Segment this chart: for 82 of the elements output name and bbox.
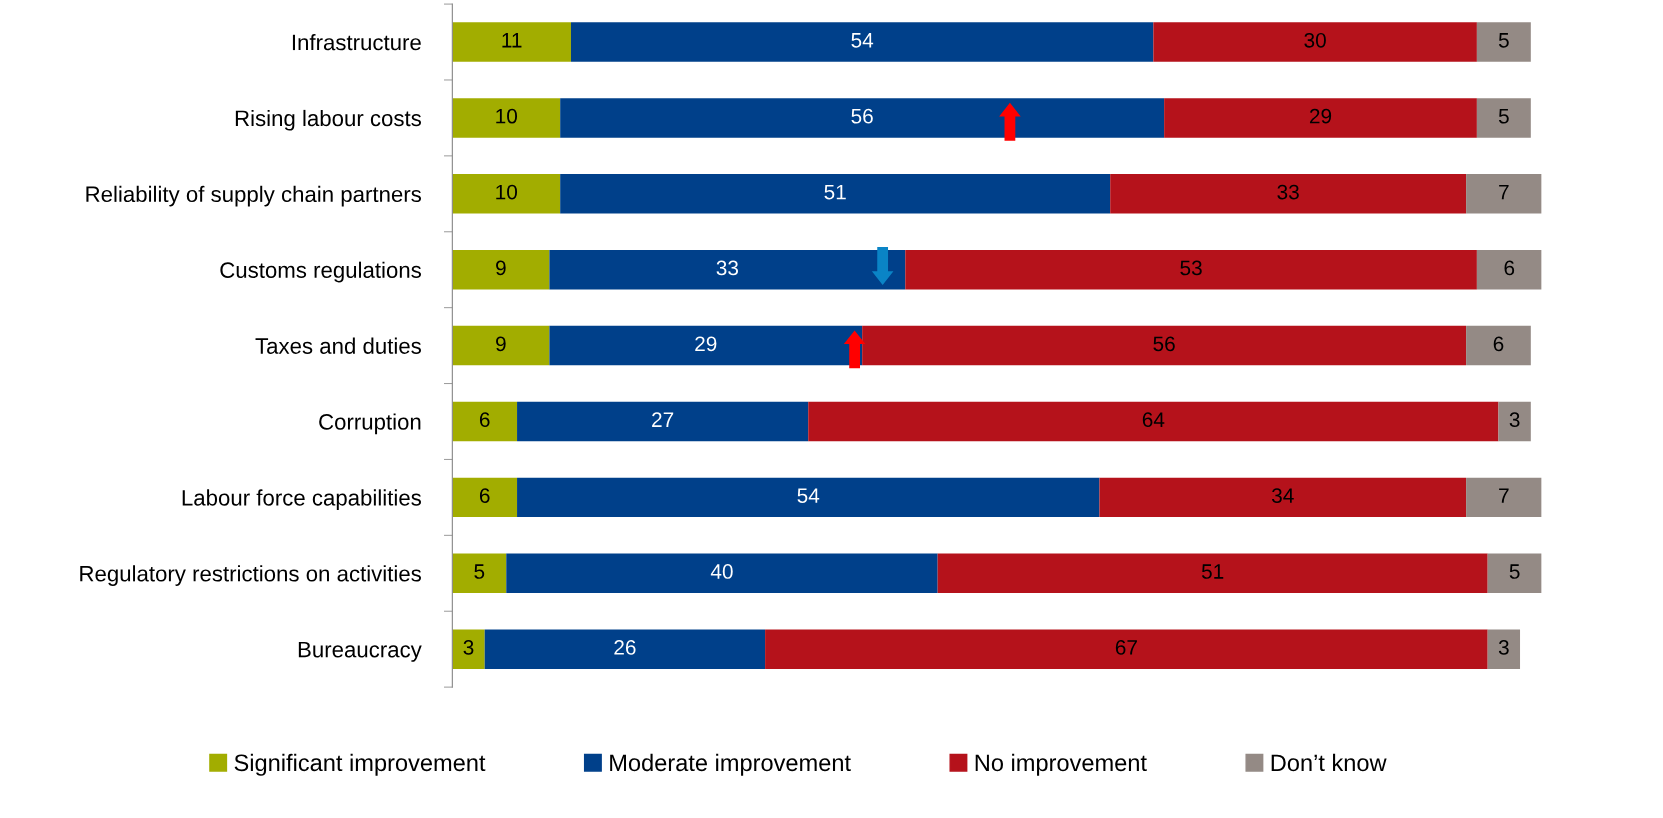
- data-label: 33: [716, 260, 739, 276]
- bar: [560, 174, 1111, 214]
- data-label: 6: [479, 488, 490, 503]
- bar: [765, 629, 1488, 669]
- bar: [1487, 629, 1521, 669]
- data-label: 34: [1271, 488, 1294, 503]
- bar: [549, 249, 906, 290]
- data-label: 6: [479, 412, 490, 428]
- bar: [1498, 401, 1531, 442]
- bar: [1476, 98, 1531, 138]
- y-tick-label: Infrastructure: [292, 34, 421, 51]
- bar: [452, 325, 550, 366]
- bar: [452, 629, 485, 669]
- bar: [1466, 477, 1542, 518]
- data-label: 5: [1498, 108, 1509, 124]
- bar: [1476, 249, 1542, 290]
- data-label: 3: [463, 640, 474, 655]
- bar: [517, 401, 809, 442]
- bar: [506, 553, 938, 594]
- data-label: 10: [496, 108, 518, 124]
- data-label: 40: [710, 564, 733, 579]
- bar: [905, 249, 1477, 290]
- data-label: 3: [1498, 640, 1509, 655]
- bar: [937, 553, 1488, 594]
- bar: [1110, 174, 1467, 214]
- data-label: 6: [1493, 336, 1504, 352]
- legend-label: No improvement: [975, 753, 1147, 776]
- bar: [1487, 553, 1542, 594]
- y-tick-label: Taxes and duties: [255, 337, 421, 354]
- y-tick-label: Regulatory restrictions on activities: [80, 565, 421, 586]
- data-label: 26: [614, 640, 636, 655]
- bar: [1466, 174, 1542, 214]
- bar: [1099, 477, 1467, 518]
- bar: [484, 629, 766, 669]
- data-label: 67: [1115, 640, 1137, 655]
- y-tick-label: Customs regulations: [220, 261, 421, 283]
- data-label: 53: [1180, 260, 1202, 276]
- data-label: 3: [1509, 412, 1520, 428]
- data-label: 56: [851, 108, 873, 124]
- data-label: 7: [1499, 488, 1509, 503]
- bar: [808, 401, 1499, 442]
- data-label: 5: [1498, 33, 1509, 48]
- legend-label: Don’t know: [1271, 753, 1387, 772]
- data-label: 56: [1153, 336, 1175, 352]
- data-label: 54: [851, 33, 874, 48]
- bar: [1164, 98, 1477, 138]
- data-label: 30: [1304, 32, 1326, 48]
- y-tick-label: Bureaucracy: [298, 641, 422, 662]
- bar: [1466, 325, 1531, 366]
- y-tick-label: Corruption: [319, 413, 421, 435]
- data-label: 5: [1509, 564, 1520, 579]
- legend-label: Significant improvement: [234, 753, 486, 776]
- bar: [1476, 22, 1531, 62]
- y-tick-label: Reliability of supply chain partners: [86, 185, 421, 207]
- bar: [452, 401, 518, 442]
- bar: [452, 174, 561, 214]
- data-label: 29: [1309, 108, 1332, 124]
- data-label: 9: [496, 336, 506, 352]
- data-label: 51: [1201, 564, 1224, 579]
- data-label: 11: [502, 33, 522, 48]
- data-label: 10: [496, 184, 518, 200]
- legend-label: Moderate improvement: [610, 753, 851, 776]
- bar: [452, 553, 507, 594]
- data-label: 6: [1504, 260, 1515, 276]
- bar: [452, 249, 550, 290]
- bar: [517, 477, 1100, 518]
- data-label: 33: [1277, 184, 1299, 200]
- data-label: 9: [496, 260, 506, 276]
- y-tick-label: Rising labour costs: [235, 109, 421, 131]
- bar: [1153, 22, 1477, 62]
- data-label: 51: [824, 184, 846, 200]
- bar: [452, 98, 561, 138]
- y-tick-label: Labour force capabilities: [182, 489, 421, 511]
- data-label: 5: [474, 564, 485, 579]
- data-label: 29: [695, 336, 717, 352]
- bar: [570, 22, 1154, 62]
- bar: [452, 22, 571, 62]
- data-label: 64: [1142, 412, 1165, 428]
- bar: [452, 477, 518, 518]
- data-label: 7: [1499, 184, 1509, 200]
- data-label: 54: [797, 488, 820, 503]
- data-label: 27: [652, 412, 674, 427]
